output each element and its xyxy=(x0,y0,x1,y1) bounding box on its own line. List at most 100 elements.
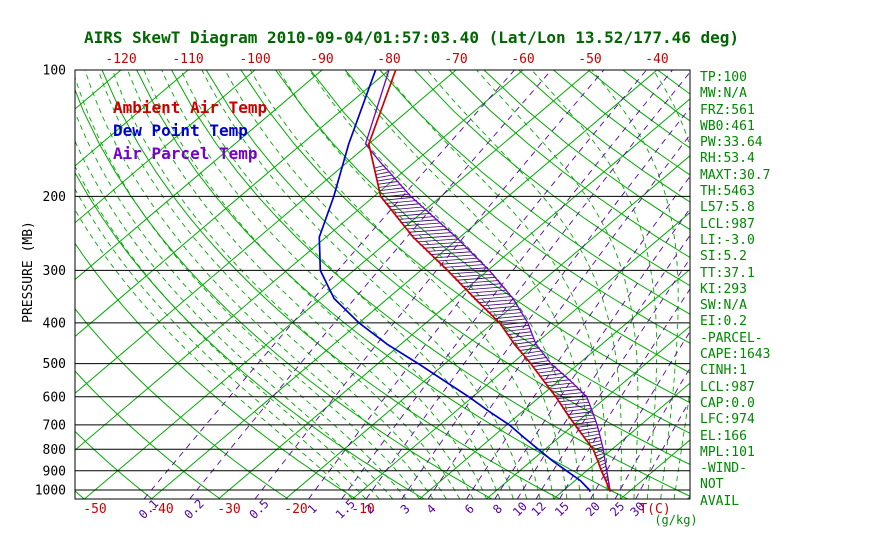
hatch-line xyxy=(455,276,497,281)
top-temp-tick-label: -120 xyxy=(105,52,136,67)
mixing-ratio-line xyxy=(427,134,690,499)
hatch-line xyxy=(531,363,553,368)
hatch-line xyxy=(573,420,597,425)
stat-line: LCL:987 xyxy=(700,216,755,232)
moist-adiabat-line xyxy=(476,70,639,499)
stat-line: MAXT:30.7 xyxy=(700,167,771,183)
stat-line: SW:N/A xyxy=(700,298,747,314)
moist-adiabat-line xyxy=(127,70,474,499)
dry-adiabat-line xyxy=(75,490,85,499)
hatch-line xyxy=(493,315,525,320)
stat-line: CAP:0.0 xyxy=(700,395,755,411)
isotherm-line xyxy=(285,155,690,499)
isotherm-line xyxy=(151,70,658,499)
hatch-line xyxy=(590,443,603,448)
bottom-temp-tick-label: -50 xyxy=(83,502,106,517)
hatch-line xyxy=(468,289,508,294)
hatch-line xyxy=(449,270,491,275)
mixing-ratio-line xyxy=(254,70,605,499)
plot-grid xyxy=(75,70,690,499)
mixing-ratio-tick-label: 12 xyxy=(529,499,549,519)
hatch-line xyxy=(395,212,432,217)
pressure-tick-label: 1000 xyxy=(35,484,66,499)
mixing-ratio-line xyxy=(517,234,690,499)
hatch-line xyxy=(423,244,466,249)
hatch-line xyxy=(515,344,538,348)
isotherm-line xyxy=(75,70,457,394)
hatch-line xyxy=(378,184,402,188)
curve-ambient-air-temp xyxy=(367,70,612,492)
bottom-temp-tick-label: -20 xyxy=(284,502,307,517)
top-temp-tick-label: -50 xyxy=(578,52,601,67)
stat-line: KI:293 xyxy=(700,281,747,297)
hatch-line xyxy=(416,238,460,243)
stat-line: LI:-3.0 xyxy=(700,232,755,248)
hatch-line xyxy=(410,232,453,236)
hatch-line xyxy=(458,280,500,284)
mixing-ratio-line xyxy=(590,330,690,499)
hatch-line xyxy=(513,340,536,345)
mixing-ratio-tick-label: 8 xyxy=(490,502,505,517)
hatch-line xyxy=(582,433,600,438)
legend-item-ambient-air-temp: Ambient Air Temp xyxy=(113,98,268,117)
moist-adiabat-line xyxy=(84,70,434,499)
dry-adiabat-line xyxy=(75,370,221,499)
mixing-ratio-line xyxy=(143,70,515,499)
moist-adiabat-line xyxy=(652,70,690,499)
stat-line: L57:5.8 xyxy=(700,200,755,216)
hatch-line xyxy=(541,376,568,380)
moist-adiabat-line xyxy=(591,70,679,499)
hatch-line xyxy=(484,305,519,310)
moist-adiabat-line xyxy=(531,70,658,499)
top-temp-tick-label: -80 xyxy=(377,52,400,67)
stat-line: FRZ:561 xyxy=(700,102,755,118)
mixing-ratio-line xyxy=(189,70,552,499)
moist-adiabat-line xyxy=(75,75,420,499)
moist-adiabat-line xyxy=(75,165,380,499)
hatch-line xyxy=(376,177,396,182)
moist-adiabat-line xyxy=(180,70,514,499)
mixing-ratio-tick-label: 0.5 xyxy=(246,497,271,522)
stat-line: MW:N/A xyxy=(700,86,747,102)
moist-adiabat-line xyxy=(75,188,367,499)
dry-adiabat-line xyxy=(136,70,628,499)
hatch-line xyxy=(452,273,494,278)
mixing-ratio-line xyxy=(401,107,690,499)
curve-air-parcel-temp xyxy=(364,70,611,492)
bottom-temp-tick-label: -40 xyxy=(150,502,173,517)
hatch-line xyxy=(419,241,463,246)
mixing-ratio-line xyxy=(341,70,673,499)
top-temp-tick-label: -40 xyxy=(645,52,668,67)
hatch-line xyxy=(526,356,548,361)
mixing-ratio-line xyxy=(635,399,690,499)
hatch-line xyxy=(408,228,450,233)
chart-title: AIRS SkewT Diagram 2010-09-04/01:57:03.4… xyxy=(84,28,740,47)
hatch-line xyxy=(439,260,482,265)
moist-adiabat-line xyxy=(97,70,447,499)
mixing-ratio-line xyxy=(614,367,690,499)
stat-line: TT:37.1 xyxy=(700,265,755,281)
hatch-line xyxy=(578,427,599,432)
mixing-ratio-line xyxy=(308,70,647,499)
mixing-ratio-tick-label: 20 xyxy=(583,499,603,519)
hatch-line xyxy=(562,404,591,409)
hatch-line xyxy=(480,302,517,307)
isotherm-line xyxy=(75,70,323,281)
stat-line: AVAIL xyxy=(700,493,740,509)
hatch-line xyxy=(374,168,388,172)
stats-panel: TP:100 MW:N/A FRZ:561 WB0:461 PW:33.64 RH:53.… xyxy=(700,70,770,510)
plot-border xyxy=(74,69,691,500)
hatch-line xyxy=(593,449,604,454)
dry-adiabat-line xyxy=(448,70,690,258)
hatch-line xyxy=(529,360,550,364)
dry-adiabat-line xyxy=(275,70,690,404)
bottom-temp-tick-label: -30 xyxy=(217,502,240,517)
hatch-line xyxy=(511,337,535,342)
hatch-line xyxy=(521,350,543,355)
hatch-line xyxy=(543,379,571,384)
mixing-ratio-line xyxy=(466,175,690,499)
dry-adiabat-line xyxy=(344,70,690,344)
moist-adiabat-line xyxy=(75,209,353,499)
stat-line: MPL:101 xyxy=(700,444,755,460)
